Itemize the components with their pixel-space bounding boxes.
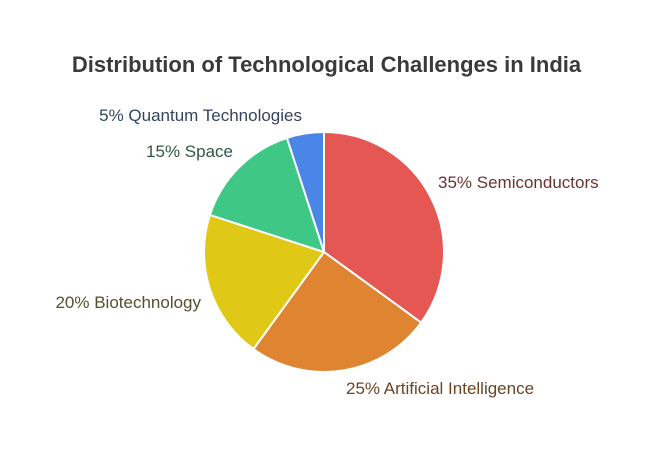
pie-slices	[203, 131, 445, 373]
pie-slice-artificial-intelligence	[252, 251, 423, 373]
pie-slice-biotechnology	[203, 213, 325, 351]
pie-labels: 35% Semiconductors 25% Artificial Intelli…	[55, 106, 598, 398]
slice-label-biotechnology: 20% Biotechnology	[55, 293, 201, 312]
slice-label-semiconductors: 35% Semiconductors	[438, 173, 599, 192]
slice-label-quantum-technologies: 5% Quantum Technologies	[99, 106, 302, 125]
slice-label-space: 15% Space	[146, 142, 233, 161]
slice-label-artificial-intelligence: 25% Artificial Intelligence	[346, 379, 534, 398]
pie-slice-quantum-technologies	[285, 131, 325, 253]
chart-title: Distribution of Technological Challenges…	[71, 52, 582, 77]
pie-slice-semiconductors	[323, 131, 445, 324]
